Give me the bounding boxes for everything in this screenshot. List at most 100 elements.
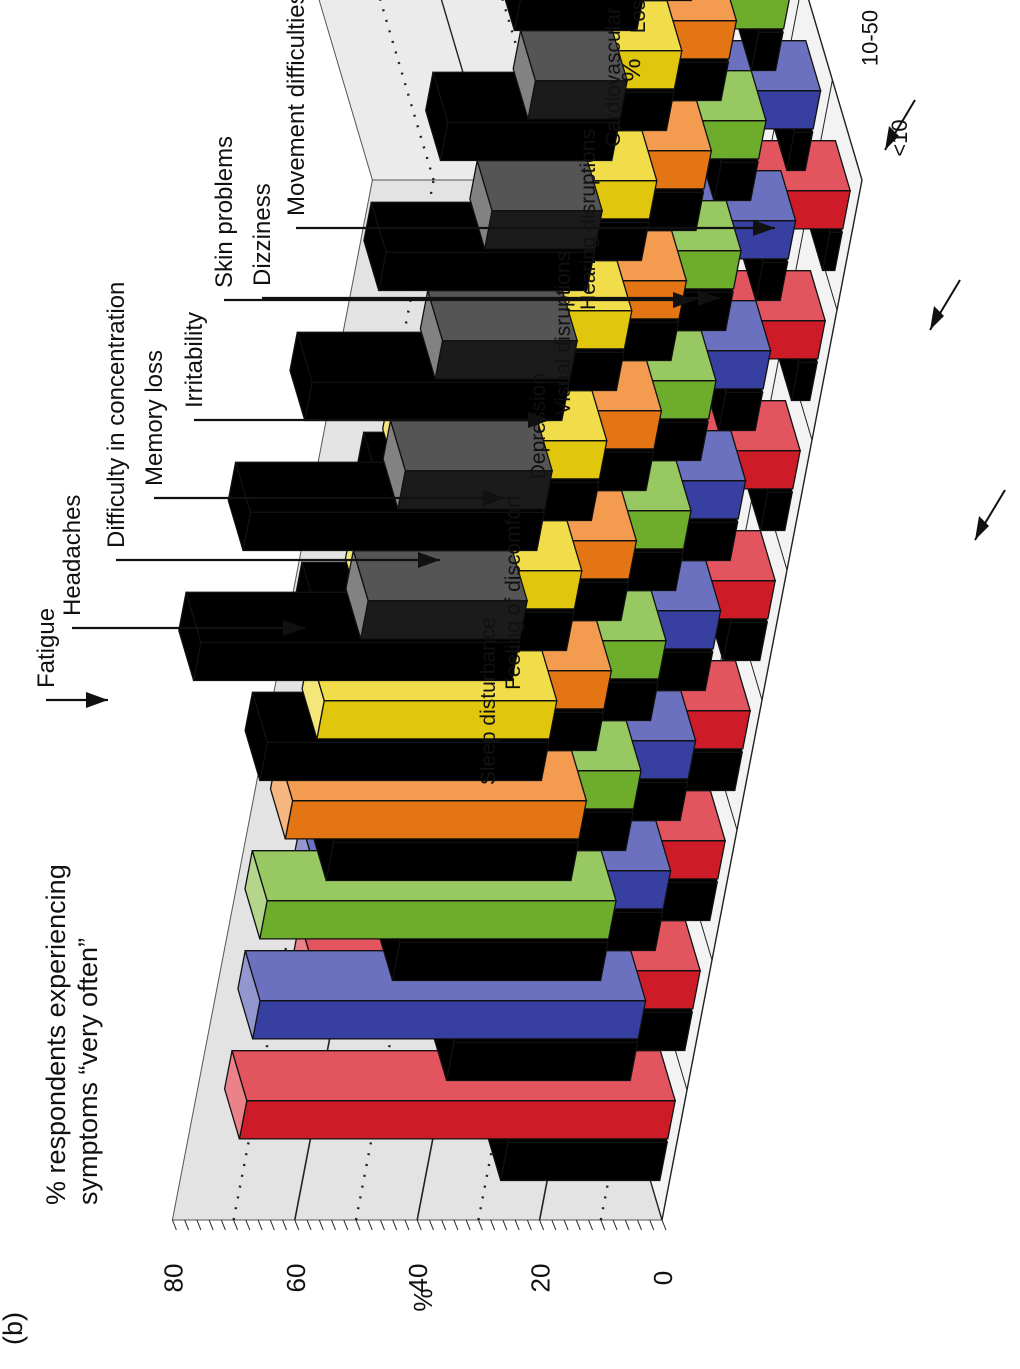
category-label: Hearing disruptions [577, 129, 600, 310]
axis-tick [465, 1219, 471, 1231]
bar-face [445, 1041, 639, 1082]
axis-tick [404, 1219, 410, 1231]
series-axis-arrowhead [930, 306, 944, 330]
axis-tick [526, 1219, 532, 1231]
bar-top [425, 72, 449, 161]
bar-top [237, 950, 261, 1040]
bar-top [512, 30, 537, 120]
bar-face [251, 1000, 647, 1040]
chart-title-line1: % respondents experiencing [41, 864, 71, 1205]
callout-label: Difficulty in concentration [103, 282, 130, 548]
callout-arrowhead [86, 692, 108, 708]
axis-tick [477, 1219, 483, 1231]
bar-top [504, 0, 521, 31]
axis-tick [539, 1219, 545, 1231]
bar-top [227, 462, 252, 551]
bar-face [192, 641, 520, 682]
z-tick-label-left: 20 [526, 1264, 556, 1293]
callout-label: Irritability [181, 312, 208, 408]
axis-tick [294, 1219, 300, 1231]
z-tick-label-left: 40 [403, 1264, 433, 1293]
z-tick-label-left: 0 [648, 1271, 678, 1285]
axis-tick [600, 1219, 606, 1231]
bar-top [244, 692, 268, 781]
z-axis-label-right: % [616, 58, 646, 81]
bar-top [345, 550, 369, 640]
bar-face [316, 700, 558, 740]
callout-arrowhead [698, 290, 720, 306]
axis-tick [661, 1219, 667, 1231]
axis-tick [331, 1219, 336, 1231]
callout-label: Headaches [59, 495, 86, 616]
callout-arrowhead [753, 220, 775, 236]
bar-top [223, 1050, 248, 1140]
bar-top [469, 160, 493, 250]
bar-face [499, 1141, 668, 1182]
axis-tick [441, 1219, 447, 1231]
axis-tick [343, 1219, 349, 1231]
axis-tick [220, 1219, 226, 1231]
axis-tick [637, 1219, 642, 1231]
axis-tick [490, 1219, 496, 1231]
axis-tick [208, 1219, 214, 1231]
bar-top [419, 290, 444, 380]
callout-arrowhead [673, 292, 695, 308]
axis-tick [502, 1219, 508, 1231]
axis-tick [171, 1219, 177, 1231]
axis-tick [649, 1219, 655, 1231]
axis-tick [282, 1219, 288, 1231]
category-label: Depression [527, 373, 550, 479]
bar-top [363, 202, 387, 291]
axis-tick [453, 1219, 459, 1231]
axis-tick [269, 1219, 275, 1231]
axis-tick [306, 1219, 312, 1231]
callout-arrowhead [483, 490, 505, 506]
axis-tick [367, 1219, 373, 1231]
panel-letter: (b) [0, 1312, 28, 1345]
series-axis-arrowhead [885, 126, 899, 150]
axis-tick [392, 1219, 398, 1231]
series-label: 10-50 [858, 10, 883, 66]
category-label: Cardiovascular [602, 7, 625, 147]
axis-tick [563, 1219, 569, 1231]
bar-face [391, 941, 609, 982]
bar-face [238, 1100, 676, 1140]
axis-tick [514, 1219, 520, 1231]
callout-arrowhead [283, 620, 305, 636]
callout-label: Memory loss [141, 350, 168, 486]
callout-label: Skin problems [211, 136, 238, 288]
bar-face [259, 741, 550, 782]
chart-title-line2: symptoms “very often” [73, 938, 103, 1205]
z-axis-label-left: % [408, 1288, 438, 1311]
axis-tick [355, 1219, 361, 1231]
category-label: Loss of appetite [627, 0, 650, 33]
axis-tick [575, 1219, 581, 1231]
axis-tick [588, 1219, 594, 1231]
callout-arrowhead [528, 412, 550, 428]
z-tick-label-left: 80 [158, 1264, 188, 1293]
axis-tick [612, 1219, 618, 1231]
category-label: Visual disruptions [552, 251, 575, 415]
bar-top [244, 850, 268, 940]
floor-grid-line [661, 179, 863, 1221]
category-label: Sleep disturbance [477, 617, 500, 785]
callout-label: Movement difficulties [283, 0, 310, 216]
category-label: Feeling of discomfort [502, 495, 525, 690]
chart-bars [178, 0, 852, 1182]
bar-face [325, 841, 580, 882]
bar-top [178, 592, 202, 681]
axis-tick [257, 1219, 263, 1231]
axis-tick [318, 1219, 324, 1231]
axis-tick [245, 1219, 251, 1231]
axis-tick [184, 1219, 190, 1231]
axis-tick [551, 1219, 557, 1231]
callout-label: Dizziness [249, 183, 276, 286]
bar-face [284, 800, 588, 840]
callout-arrowhead [418, 552, 440, 568]
z-tick-label-left: 60 [281, 1264, 311, 1293]
bar-top [289, 332, 313, 421]
axis-tick [428, 1219, 434, 1231]
chart-labels: 002020404060608080%%Sleep disturbanceFee… [0, 0, 1006, 1345]
